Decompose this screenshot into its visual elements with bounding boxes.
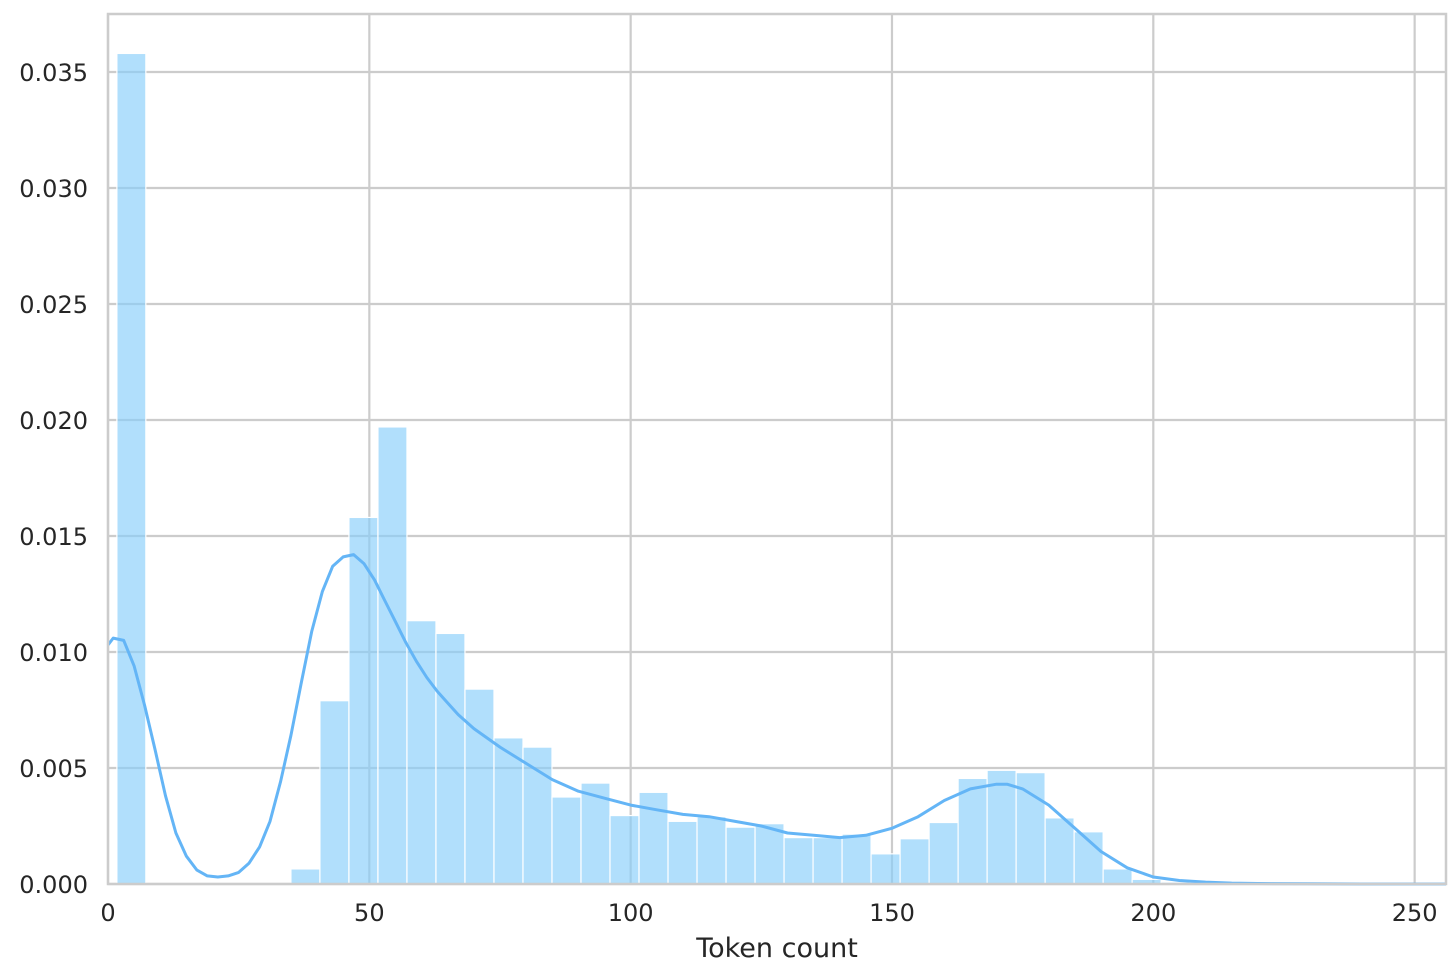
plot-frame [106, 12, 1448, 886]
histogram-bar [290, 868, 321, 885]
histogram-bar [928, 821, 959, 885]
y-tick-label: 0.025 [19, 291, 88, 319]
histogram-bar [899, 838, 930, 885]
y-tick-label: 0.035 [19, 59, 88, 87]
kde-line [106, 553, 1446, 886]
histogram-bar [957, 777, 988, 885]
histogram-bar [841, 833, 872, 885]
histogram-bars [116, 52, 1191, 885]
y-tick-label: 0.030 [19, 175, 88, 203]
histogram-bar [1102, 868, 1133, 885]
kde-curve [106, 553, 1446, 886]
histogram-bar [870, 853, 901, 885]
x-tick-label: 100 [608, 899, 654, 927]
histogram-bar [377, 426, 408, 885]
histogram-bar [609, 814, 640, 885]
histogram-bar [1044, 817, 1075, 885]
histogram-bar [667, 820, 698, 885]
histogram-bar [783, 836, 814, 885]
histogram-bar [986, 769, 1017, 885]
y-tick-label: 0.015 [19, 523, 88, 551]
histogram-bar [464, 688, 495, 885]
histogram-bar [725, 826, 756, 885]
y-axis-ticks: 0.000 0.005 0.010 0.015 0.020 0.025 0.030 0.035 [19, 59, 88, 899]
histogram-bar [319, 700, 350, 885]
histogram-bar [348, 516, 379, 885]
histogram-bar [116, 52, 147, 885]
y-tick-label: 0.020 [19, 407, 88, 435]
histogram-bar [551, 796, 582, 885]
histogram-bar [406, 620, 437, 885]
x-axis-label: Token count [695, 933, 858, 964]
gridlines [106, 14, 1446, 886]
x-axis-ticks: 0 50 100 150 200 250 [100, 899, 1437, 927]
x-tick-label: 150 [869, 899, 915, 927]
y-tick-label: 0.010 [19, 639, 88, 667]
histogram-bar [435, 632, 466, 885]
y-tick-label: 0.005 [19, 755, 88, 783]
x-tick-label: 250 [1392, 899, 1438, 927]
histogram-bar [696, 816, 727, 885]
x-tick-label: 200 [1130, 899, 1176, 927]
x-tick-label: 50 [354, 899, 385, 927]
y-tick-label: 0.000 [19, 871, 88, 899]
histogram-bar [522, 746, 553, 885]
histogram-bar [812, 836, 843, 885]
x-tick-label: 0 [100, 899, 115, 927]
histogram-bar [754, 823, 785, 885]
